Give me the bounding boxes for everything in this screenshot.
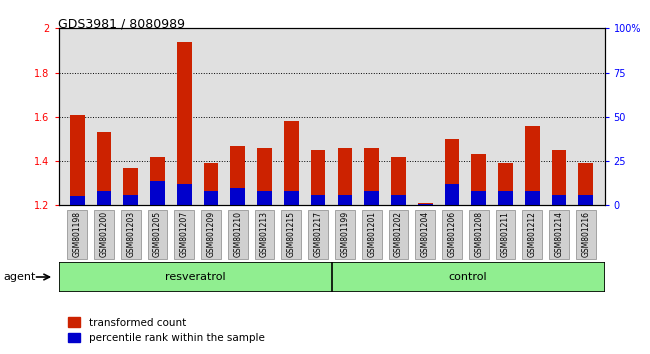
Bar — [498, 163, 513, 205]
FancyBboxPatch shape — [442, 210, 462, 258]
Text: GSM801210: GSM801210 — [233, 211, 242, 257]
FancyBboxPatch shape — [174, 210, 194, 258]
Text: GSM801215: GSM801215 — [287, 211, 296, 257]
Bar — [70, 196, 84, 205]
FancyBboxPatch shape — [121, 210, 140, 258]
Text: GSM801201: GSM801201 — [367, 211, 376, 257]
Text: GSM801205: GSM801205 — [153, 211, 162, 257]
FancyBboxPatch shape — [148, 210, 168, 258]
Text: GSM801214: GSM801214 — [554, 211, 564, 257]
Bar — [578, 163, 593, 205]
Text: resveratrol: resveratrol — [164, 272, 226, 282]
Bar — [257, 191, 272, 205]
Bar — [311, 150, 326, 205]
FancyBboxPatch shape — [549, 210, 569, 258]
Bar — [70, 115, 84, 205]
FancyBboxPatch shape — [335, 210, 355, 258]
Bar — [525, 191, 540, 205]
Bar — [97, 191, 111, 205]
Text: GSM801207: GSM801207 — [180, 211, 188, 257]
FancyBboxPatch shape — [228, 210, 248, 258]
Bar — [471, 191, 486, 205]
FancyBboxPatch shape — [469, 210, 489, 258]
FancyBboxPatch shape — [281, 210, 301, 258]
Text: GSM801198: GSM801198 — [73, 211, 82, 257]
Bar — [124, 168, 138, 205]
Bar — [471, 154, 486, 205]
Text: GSM801213: GSM801213 — [260, 211, 269, 257]
Bar — [337, 148, 352, 205]
Text: GSM801216: GSM801216 — [581, 211, 590, 257]
FancyBboxPatch shape — [68, 210, 87, 258]
Bar — [203, 191, 218, 205]
Bar — [284, 191, 299, 205]
Bar — [364, 191, 379, 205]
Text: GSM801209: GSM801209 — [207, 211, 216, 257]
Bar — [97, 132, 111, 205]
FancyBboxPatch shape — [362, 210, 382, 258]
FancyBboxPatch shape — [523, 210, 542, 258]
Bar — [311, 195, 326, 205]
Bar — [231, 188, 245, 205]
Bar — [552, 150, 566, 205]
Legend: transformed count, percentile rank within the sample: transformed count, percentile rank withi… — [64, 313, 268, 347]
Bar — [498, 191, 513, 205]
Bar — [177, 184, 192, 205]
FancyBboxPatch shape — [201, 210, 221, 258]
FancyBboxPatch shape — [389, 210, 408, 258]
Text: GSM801208: GSM801208 — [474, 211, 483, 257]
Bar — [58, 262, 332, 292]
FancyBboxPatch shape — [415, 210, 435, 258]
Text: GSM801200: GSM801200 — [99, 211, 109, 257]
Bar — [231, 145, 245, 205]
Text: GDS3981 / 8080989: GDS3981 / 8080989 — [58, 18, 185, 31]
Bar — [124, 195, 138, 205]
Text: GSM801217: GSM801217 — [313, 211, 322, 257]
Bar — [364, 148, 379, 205]
Text: control: control — [448, 272, 488, 282]
Bar — [332, 262, 604, 292]
Bar — [177, 41, 192, 205]
Bar — [552, 195, 566, 205]
Text: GSM801212: GSM801212 — [528, 211, 537, 257]
Bar — [418, 204, 432, 205]
Bar — [150, 156, 165, 205]
FancyBboxPatch shape — [495, 210, 515, 258]
Bar — [337, 195, 352, 205]
Text: agent: agent — [3, 272, 36, 282]
Text: GSM801202: GSM801202 — [394, 211, 403, 257]
Bar — [578, 195, 593, 205]
Text: GSM801206: GSM801206 — [447, 211, 456, 257]
Bar — [391, 195, 406, 205]
Bar — [445, 184, 460, 205]
Bar — [391, 156, 406, 205]
Text: GSM801199: GSM801199 — [341, 211, 350, 257]
Bar — [257, 148, 272, 205]
Bar — [525, 126, 540, 205]
Text: GSM801204: GSM801204 — [421, 211, 430, 257]
FancyBboxPatch shape — [94, 210, 114, 258]
Text: GSM801211: GSM801211 — [501, 211, 510, 257]
FancyBboxPatch shape — [255, 210, 274, 258]
FancyBboxPatch shape — [576, 210, 595, 258]
Bar — [150, 181, 165, 205]
Bar — [203, 163, 218, 205]
FancyBboxPatch shape — [308, 210, 328, 258]
Text: GSM801203: GSM801203 — [126, 211, 135, 257]
Bar — [418, 203, 432, 205]
Bar — [445, 139, 460, 205]
Bar — [284, 121, 299, 205]
